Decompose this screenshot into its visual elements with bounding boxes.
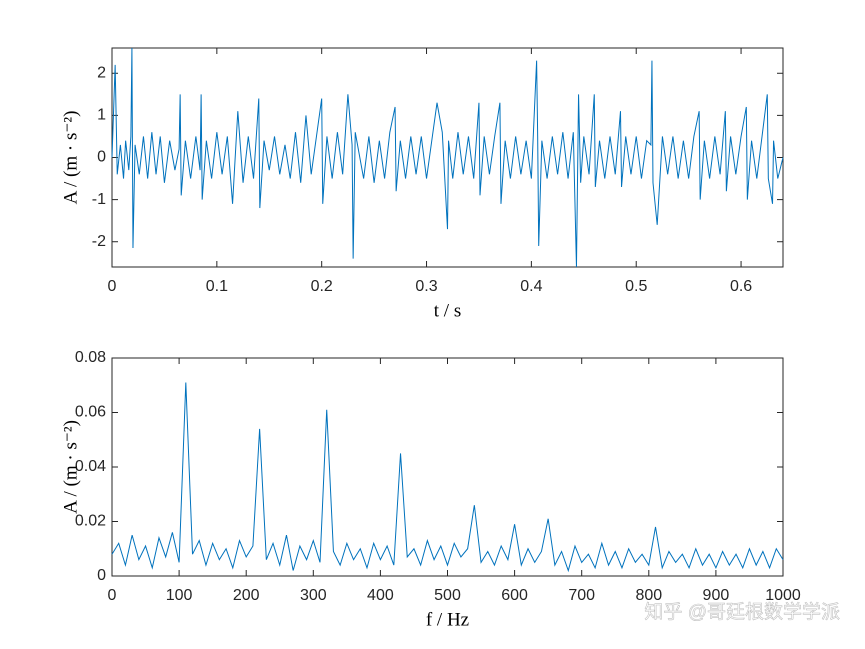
x-tick-label: 0.6	[730, 278, 752, 295]
x-tick-label: 0.4	[520, 278, 542, 295]
x-axis-label: f / Hz	[426, 609, 469, 630]
y-tick-label: 0.04	[75, 458, 106, 475]
signal-line	[111, 47, 784, 268]
y-tick-label: 0.06	[75, 404, 106, 421]
x-tick-label: 400	[367, 587, 394, 604]
y-tick-label: 2	[97, 64, 106, 81]
x-axis-label: t / s	[434, 300, 461, 321]
signal-line	[111, 382, 784, 573]
y-tick-label: 0	[97, 567, 106, 584]
y-tick-label: -1	[92, 191, 106, 208]
watermark: 知乎 @哥廷根数学学派	[644, 601, 840, 623]
x-tick-label: 0	[108, 278, 117, 295]
x-tick-label: 700	[568, 587, 595, 604]
y-tick-label: 0.08	[75, 349, 106, 366]
x-tick-label: 0.1	[206, 278, 228, 295]
x-tick-label: 1000	[765, 587, 801, 604]
y-tick-label: 0.02	[75, 513, 106, 530]
x-tick-label: 0.3	[415, 278, 437, 295]
y-axis-label: A / (m · s⁻²)	[60, 111, 81, 205]
y-tick-label: 1	[97, 107, 106, 124]
x-tick-label: 500	[434, 587, 461, 604]
x-tick-label: 900	[703, 587, 730, 604]
x-tick-label: 300	[300, 587, 327, 604]
x-tick-label: 800	[635, 587, 662, 604]
plot-area	[111, 357, 784, 577]
x-tick-label: 0	[108, 587, 117, 604]
x-tick-label: 0.5	[625, 278, 647, 295]
x-tick-label: 600	[501, 587, 528, 604]
y-tick-label: 0	[97, 149, 106, 166]
x-tick-label: 200	[233, 587, 260, 604]
x-tick-label: 0.2	[311, 278, 333, 295]
y-axis-label: A / (m · s⁻²)	[60, 420, 81, 514]
plot-area	[111, 47, 784, 268]
x-tick-label: 100	[166, 587, 193, 604]
y-tick-label: -2	[92, 233, 106, 250]
